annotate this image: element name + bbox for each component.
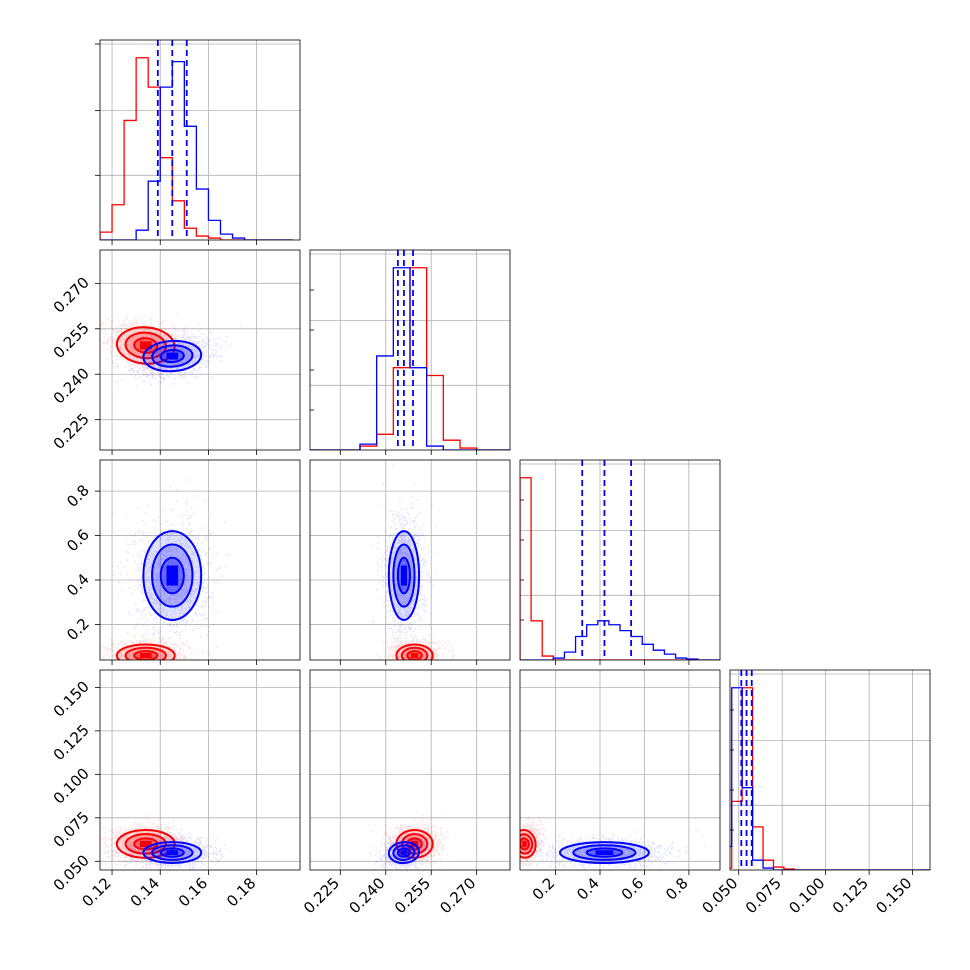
density-peak-blue (400, 565, 407, 586)
density-peak-red (140, 840, 152, 848)
panel-3-0: 0.12 0.14 0.16 0.18 0.0500.0750.1000.1250.15… (50, 669, 301, 910)
contour-red-0 (115, 643, 176, 660)
contour-red-0 (395, 643, 434, 660)
panel-3-2: 0.2 0.4 0.6 0.8 (519, 669, 721, 904)
y-tick-label: 0.225 (50, 410, 93, 453)
x-tick-label: 0.255 (391, 874, 434, 917)
panel-2-2 (519, 459, 721, 665)
histogram-blue (310, 267, 510, 450)
y-tick-label: 0.150 (50, 677, 93, 720)
x-tick-label: 0.100 (785, 874, 828, 917)
panel-2-1 (309, 459, 511, 665)
density-peak-blue (595, 850, 614, 855)
histogram-red (100, 57, 293, 240)
y-tick-label: 0.255 (50, 319, 93, 362)
y-tick-label: 0.4 (63, 570, 93, 600)
y-tick-label: 0.8 (63, 481, 93, 511)
y-tick-label: 0.270 (50, 273, 93, 316)
x-tick-label: 0.240 (345, 874, 388, 917)
density-peak-red (522, 840, 527, 848)
panel-2-0: 0.2 0.4 0.6 0.8 (63, 459, 301, 665)
x-tick-label: 0.075 (742, 874, 785, 917)
density-peak-red (410, 653, 419, 659)
panel-frame (99, 669, 301, 871)
y-tick-label: 0.075 (50, 808, 93, 851)
x-tick-label: 0.18 (223, 874, 259, 910)
y-tick-label: 0.100 (50, 764, 93, 807)
panel-frame (309, 459, 511, 661)
panel-frame (309, 249, 511, 451)
y-tick-label: 0.6 (63, 526, 93, 556)
panel-frame (99, 249, 301, 451)
y-tick-label: 0.125 (50, 721, 93, 764)
histogram-blue (520, 620, 720, 660)
density-peak-red (140, 341, 152, 350)
x-tick-label: 0.16 (175, 874, 211, 910)
density-peak-red (140, 653, 152, 659)
panel-0-0 (95, 39, 301, 245)
x-tick-label: 0.270 (436, 874, 479, 917)
panel-frame (519, 669, 721, 871)
x-tick-label: 0.12 (79, 874, 115, 910)
density-peak-blue (166, 565, 179, 586)
y-tick-label: 0.2 (63, 615, 93, 645)
y-tick-label: 0.050 (50, 851, 93, 894)
x-tick-label: 0.2 (529, 874, 559, 904)
panel-1-1 (309, 249, 511, 455)
panel-frame (519, 459, 721, 661)
density-peak-blue (166, 850, 179, 855)
y-tick-label: 0.240 (50, 364, 93, 407)
x-tick-label: 0.4 (573, 874, 603, 904)
panel-frame (309, 669, 511, 871)
panel-frame (99, 459, 301, 661)
histogram-red (520, 477, 720, 660)
histogram-blue (100, 60, 293, 240)
panel-3-3: 0.050 0.075 0.100 0.125 0.150 (698, 669, 931, 917)
x-tick-label: 0.6 (618, 874, 648, 904)
density-peak-blue (166, 352, 179, 360)
panel-3-1: 0.225 0.240 0.255 0.270 (300, 669, 511, 917)
density-peak-blue (400, 850, 407, 855)
panel-frame (729, 669, 931, 871)
x-tick-label: 0.050 (698, 874, 741, 917)
x-tick-label: 0.225 (300, 874, 343, 917)
x-tick-label: 0.150 (872, 874, 915, 917)
x-tick-label: 0.14 (127, 874, 163, 910)
panel-frame (99, 39, 301, 241)
x-tick-label: 0.8 (662, 874, 692, 904)
x-tick-label: 0.125 (829, 874, 872, 917)
